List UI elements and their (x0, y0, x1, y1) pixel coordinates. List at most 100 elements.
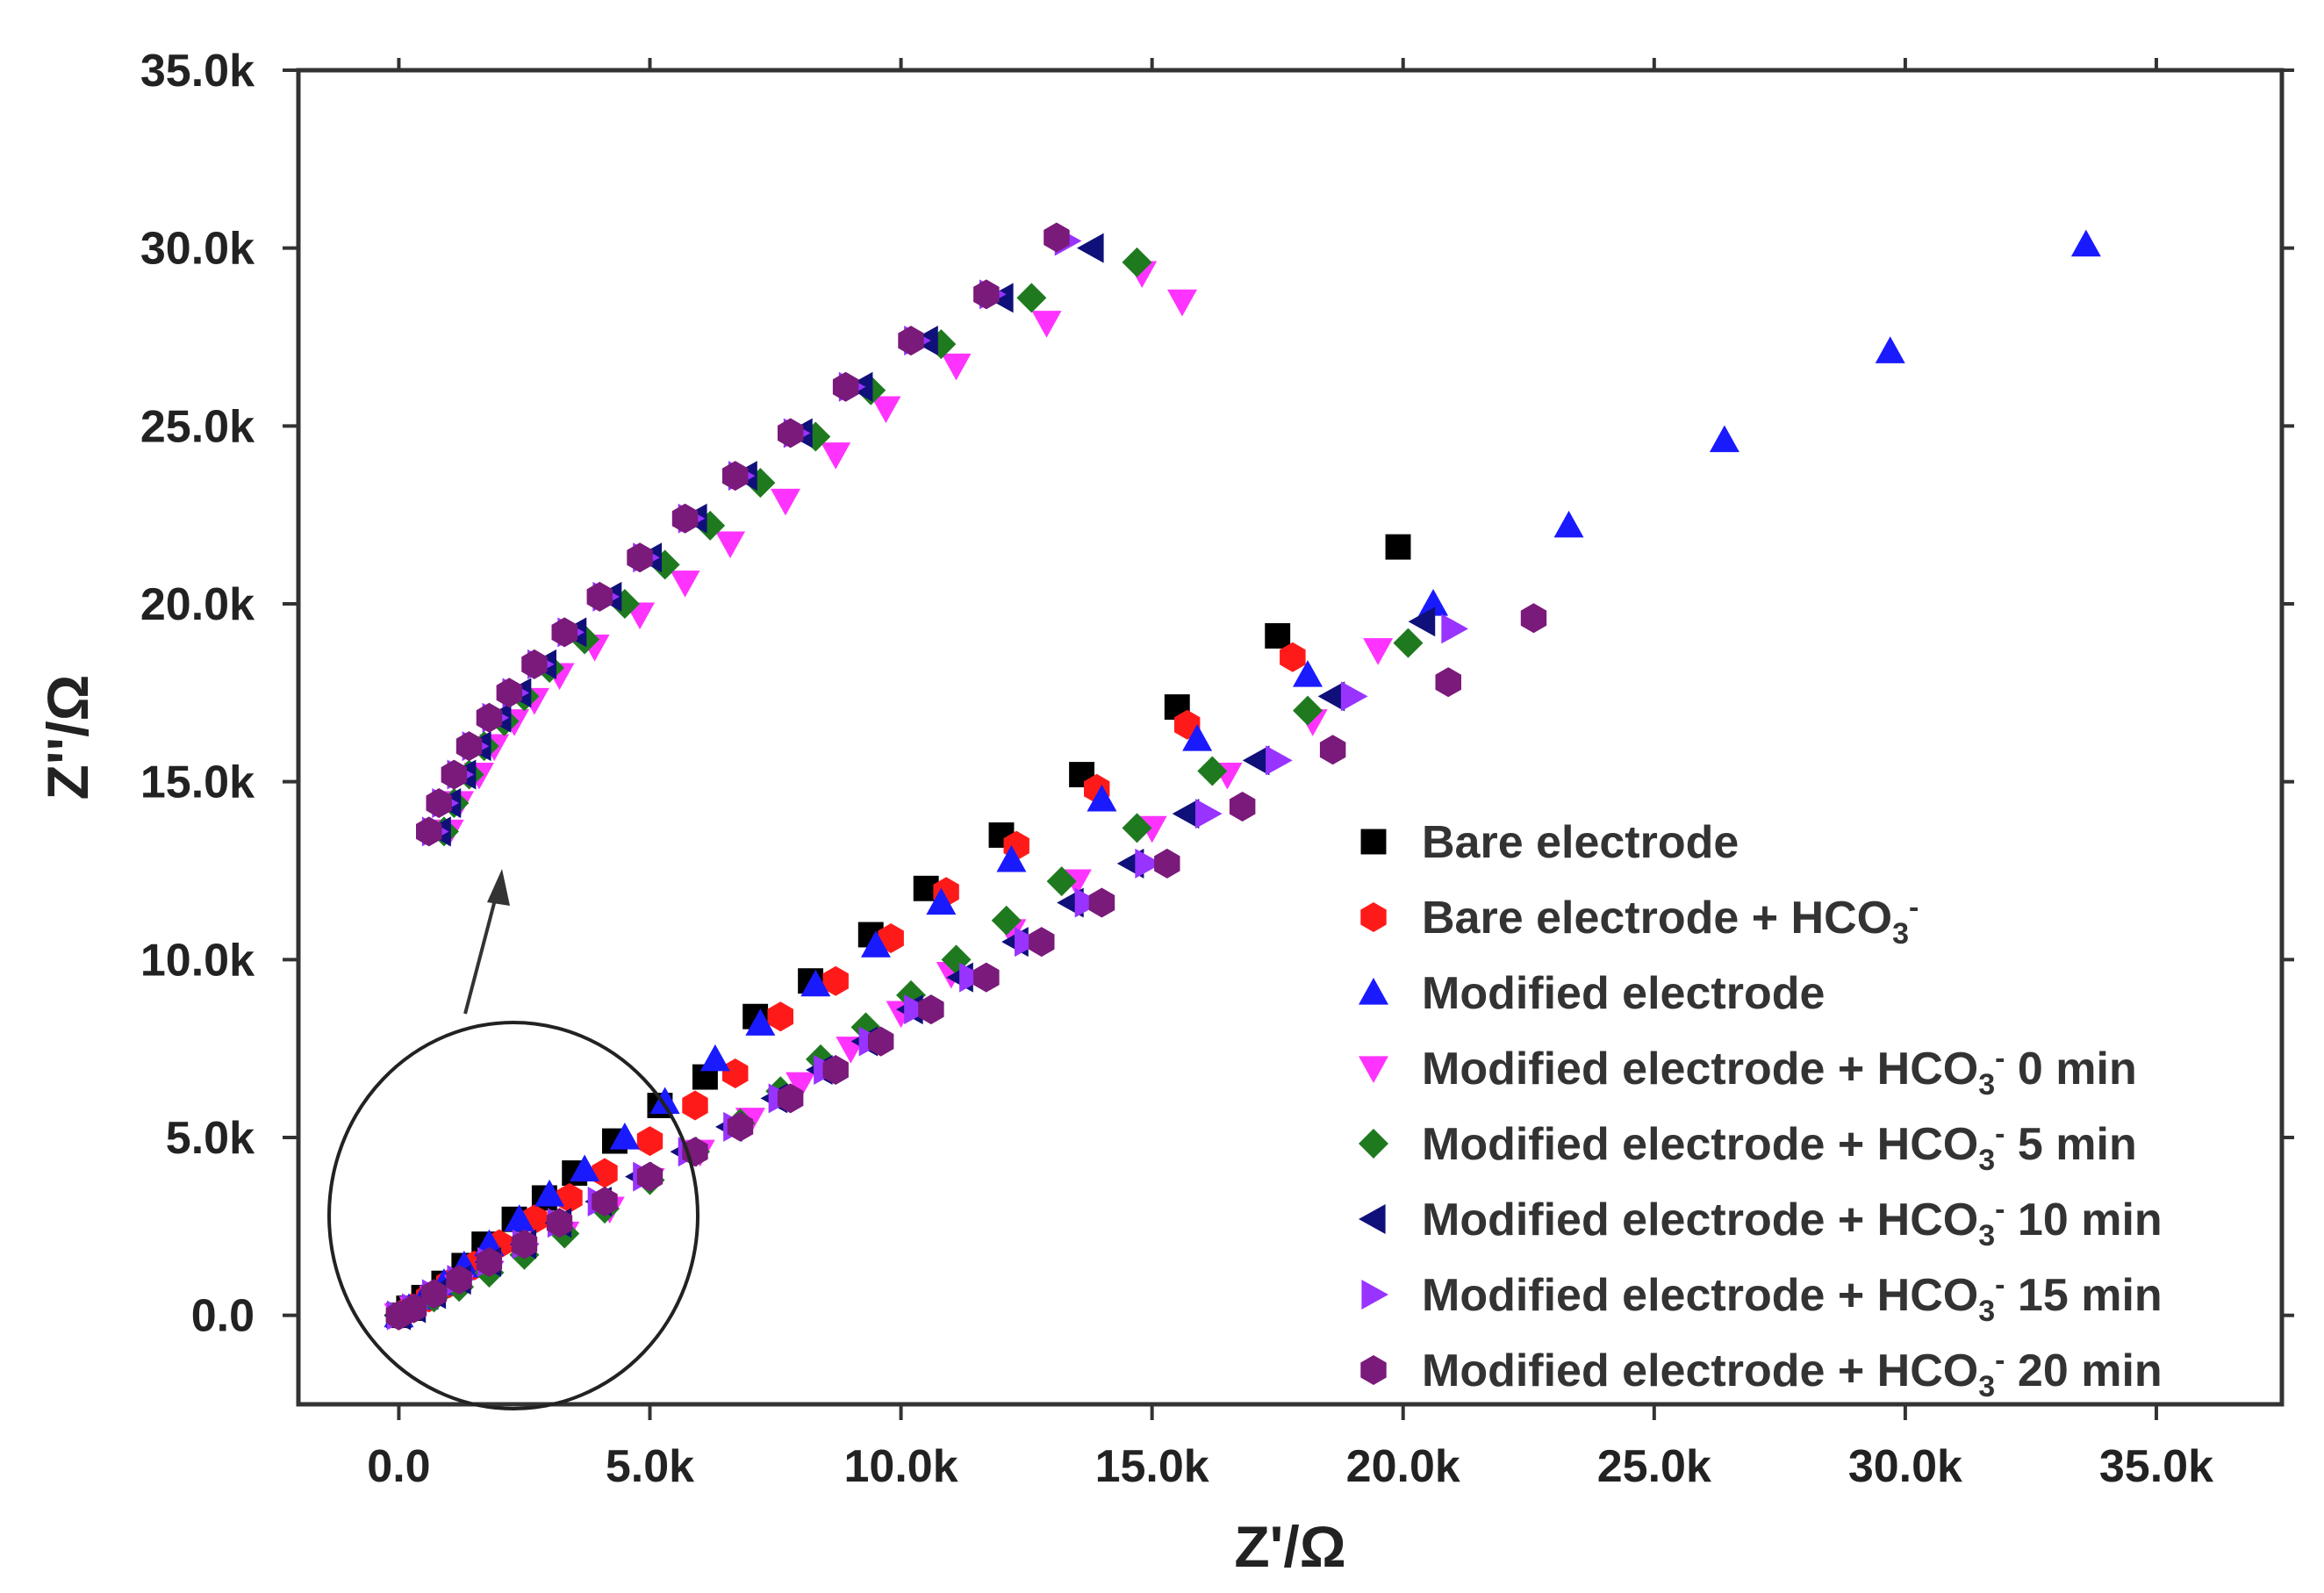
data-point (1088, 887, 1115, 918)
data-point (1154, 848, 1180, 879)
data-point (1229, 792, 1256, 822)
inset-data-point (1044, 222, 1070, 253)
data-point (1441, 614, 1468, 644)
data-point (1087, 784, 1117, 812)
inset-data-point (586, 581, 613, 612)
data-point (996, 844, 1027, 872)
inset-data-point (670, 570, 700, 598)
data-point (1408, 606, 1436, 637)
data-point (1242, 745, 1270, 776)
inset-data-point (973, 279, 1000, 310)
y-tick-label: 25.0k (140, 401, 255, 452)
data-point (699, 1044, 730, 1072)
legend-marker (1361, 1280, 1388, 1310)
inset-data-point (521, 649, 548, 679)
x-tick-label: 0.0 (367, 1441, 430, 1492)
legend-label: Modified electrode + HCO3- 10 min (1422, 1193, 2163, 1252)
legend-label: Bare electrode + HCO3- (1422, 891, 1919, 951)
inset-data-point (551, 617, 577, 648)
legend-marker (1359, 1204, 1386, 1234)
legend-entry: Modified electrode + HCO3- 20 min (1360, 1344, 2163, 1403)
data-point (1197, 756, 1228, 786)
data-point (400, 1293, 427, 1324)
data-point (1293, 660, 1323, 687)
data-point (1172, 799, 1200, 829)
data-point (511, 1229, 538, 1259)
y-tick-label: 20.0k (140, 579, 255, 630)
legend-entry: Modified electrode (1359, 968, 1825, 1019)
inset-data-point (441, 759, 468, 790)
data-point (592, 1187, 618, 1216)
x-tick-label: 35.0k (2099, 1441, 2213, 1492)
inset-data-point (770, 488, 800, 516)
data-point (1553, 510, 1584, 538)
data-point (1265, 623, 1291, 649)
data-point (767, 1001, 793, 1032)
inset-data-point (722, 461, 749, 492)
data-point (991, 905, 1022, 936)
data-point (1520, 603, 1547, 634)
data-point (1393, 628, 1424, 658)
data-point (904, 994, 931, 1025)
data-point (1293, 695, 1323, 726)
x-tick-label: 5.0k (606, 1441, 694, 1492)
data-point (918, 994, 944, 1025)
data-point (636, 1126, 663, 1157)
legend-entry: Modified electrode + HCO3- 15 min (1361, 1268, 2163, 1328)
data-point (785, 1072, 816, 1100)
legend-marker (1359, 978, 1388, 1005)
x-tick-label: 30.0k (1848, 1441, 1962, 1492)
inset-data-point (1031, 311, 1062, 338)
inset-data-point (941, 353, 972, 381)
data-point (926, 887, 957, 915)
zoom-region-circle (327, 1021, 699, 1410)
data-point (2070, 229, 2101, 257)
y-tick-label: 5.0k (166, 1113, 255, 1164)
inset-series-5 (416, 222, 1070, 847)
data-point (1266, 745, 1293, 776)
inset-data-point (416, 816, 442, 847)
data-point (1015, 927, 1042, 958)
inset-data-point (986, 283, 1014, 313)
inset-data-point (1077, 233, 1104, 263)
legend-entry: Bare electrode + HCO3- (1360, 891, 1919, 951)
x-axis-title: Z'/Ω (1234, 1514, 1345, 1579)
data-point (1280, 642, 1306, 672)
plot-frame (296, 68, 2285, 1407)
zoom-arrow-line (463, 886, 500, 1015)
y-tick-label: 0.0 (191, 1291, 255, 1342)
data-point (649, 1087, 680, 1115)
data-point (504, 1204, 534, 1231)
inset-data-point (778, 418, 804, 448)
data-point (534, 1179, 565, 1207)
legend-marker (1359, 1129, 1388, 1159)
data-point (1363, 638, 1394, 665)
y-axis-title: Z''/Ω (35, 675, 100, 800)
legend-entry: Bare electrode (1360, 817, 1739, 868)
data-marks (384, 222, 2101, 1331)
data-point (959, 962, 986, 993)
legend-label: Modified electrode + HCO3- 5 min (1422, 1117, 2137, 1177)
data-point (476, 1246, 503, 1277)
legend-marker (1360, 1355, 1387, 1385)
inset-data-point (1016, 283, 1047, 313)
data-point (1122, 813, 1152, 843)
inset-data-point (1122, 247, 1152, 277)
x-tick-label: 10.0k (844, 1441, 958, 1492)
data-point (973, 962, 1000, 993)
inset-data-point (715, 531, 746, 559)
data-point (546, 1208, 573, 1238)
legend-marker (1359, 1056, 1388, 1083)
y-tick-label: 15.0k (140, 757, 255, 808)
inset-data-point (871, 396, 901, 424)
legend-marker (1360, 902, 1387, 932)
legend-label: Modified electrode + HCO3- 15 min (1422, 1268, 2163, 1328)
inset-data-point (898, 326, 924, 356)
inset-data-point (671, 503, 699, 534)
data-point (570, 1154, 600, 1182)
inset-data-point (821, 442, 851, 470)
data-point (1029, 927, 1055, 958)
inset-data-point (627, 542, 653, 573)
data-point (860, 930, 891, 958)
